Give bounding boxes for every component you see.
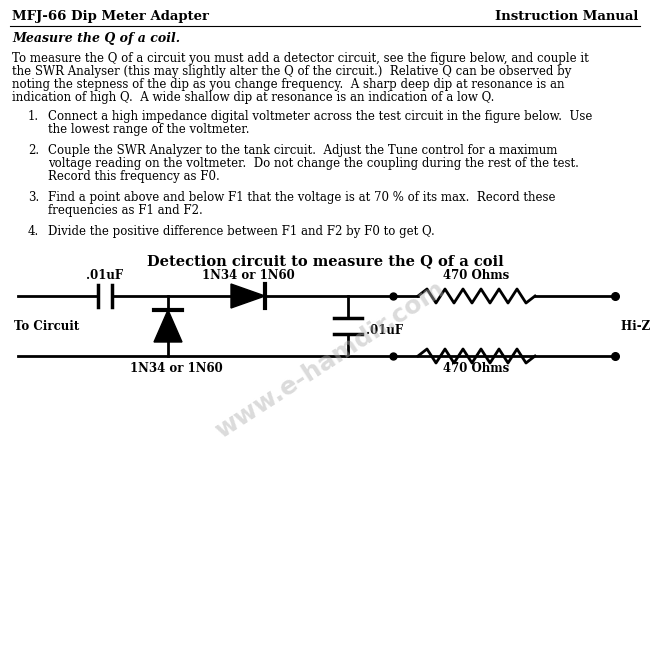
Text: MFJ-66 Dip Meter Adapter: MFJ-66 Dip Meter Adapter [12,10,209,23]
Text: Instruction Manual: Instruction Manual [495,10,638,23]
Polygon shape [154,310,182,342]
Text: frequencies as F1 and F2.: frequencies as F1 and F2. [48,204,203,217]
Polygon shape [231,284,265,308]
Text: the lowest range of the voltmeter.: the lowest range of the voltmeter. [48,123,250,136]
Text: 1.: 1. [28,110,39,123]
Text: 2.: 2. [28,144,39,157]
Text: 3.: 3. [28,191,39,204]
Text: Record this frequency as F0.: Record this frequency as F0. [48,170,220,183]
Text: 4.: 4. [28,225,39,238]
Text: Connect a high impedance digital voltmeter across the test circuit in the figure: Connect a high impedance digital voltmet… [48,110,592,123]
Text: To measure the Q of a circuit you must add a detector circuit, see the figure be: To measure the Q of a circuit you must a… [12,52,589,65]
Text: Measure the Q of a coil.: Measure the Q of a coil. [12,32,180,45]
Text: Hi-Z Voltmeter: Hi-Z Voltmeter [621,320,650,333]
Text: Couple the SWR Analyzer to the tank circuit.  Adjust the Tune control for a maxi: Couple the SWR Analyzer to the tank circ… [48,144,558,157]
Text: voltage reading on the voltmeter.  Do not change the coupling during the rest of: voltage reading on the voltmeter. Do not… [48,157,579,170]
Text: 1N34 or 1N60: 1N34 or 1N60 [129,362,222,375]
Text: the SWR Analyser (this may slightly alter the Q of the circuit.)  Relative Q can: the SWR Analyser (this may slightly alte… [12,65,571,78]
Text: 470 Ohms: 470 Ohms [443,269,510,282]
Text: To Circuit: To Circuit [14,320,79,333]
Text: www.e-hamdir.com: www.e-hamdir.com [211,277,449,444]
Text: 470 Ohms: 470 Ohms [443,362,510,375]
Text: Divide the positive difference between F1 and F2 by F0 to get Q.: Divide the positive difference between F… [48,225,435,238]
Text: Detection circuit to measure the Q of a coil: Detection circuit to measure the Q of a … [147,254,503,268]
Text: 1N34 or 1N60: 1N34 or 1N60 [202,269,294,282]
Text: .01uF: .01uF [86,269,124,282]
Text: indication of high Q.  A wide shallow dip at resonance is an indication of a low: indication of high Q. A wide shallow dip… [12,91,495,104]
Text: noting the stepness of the dip as you change frequency.  A sharp deep dip at res: noting the stepness of the dip as you ch… [12,78,564,91]
Text: Find a point above and below F1 that the voltage is at 70 % of its max.  Record : Find a point above and below F1 that the… [48,191,556,204]
Text: .01uF: .01uF [366,324,403,337]
